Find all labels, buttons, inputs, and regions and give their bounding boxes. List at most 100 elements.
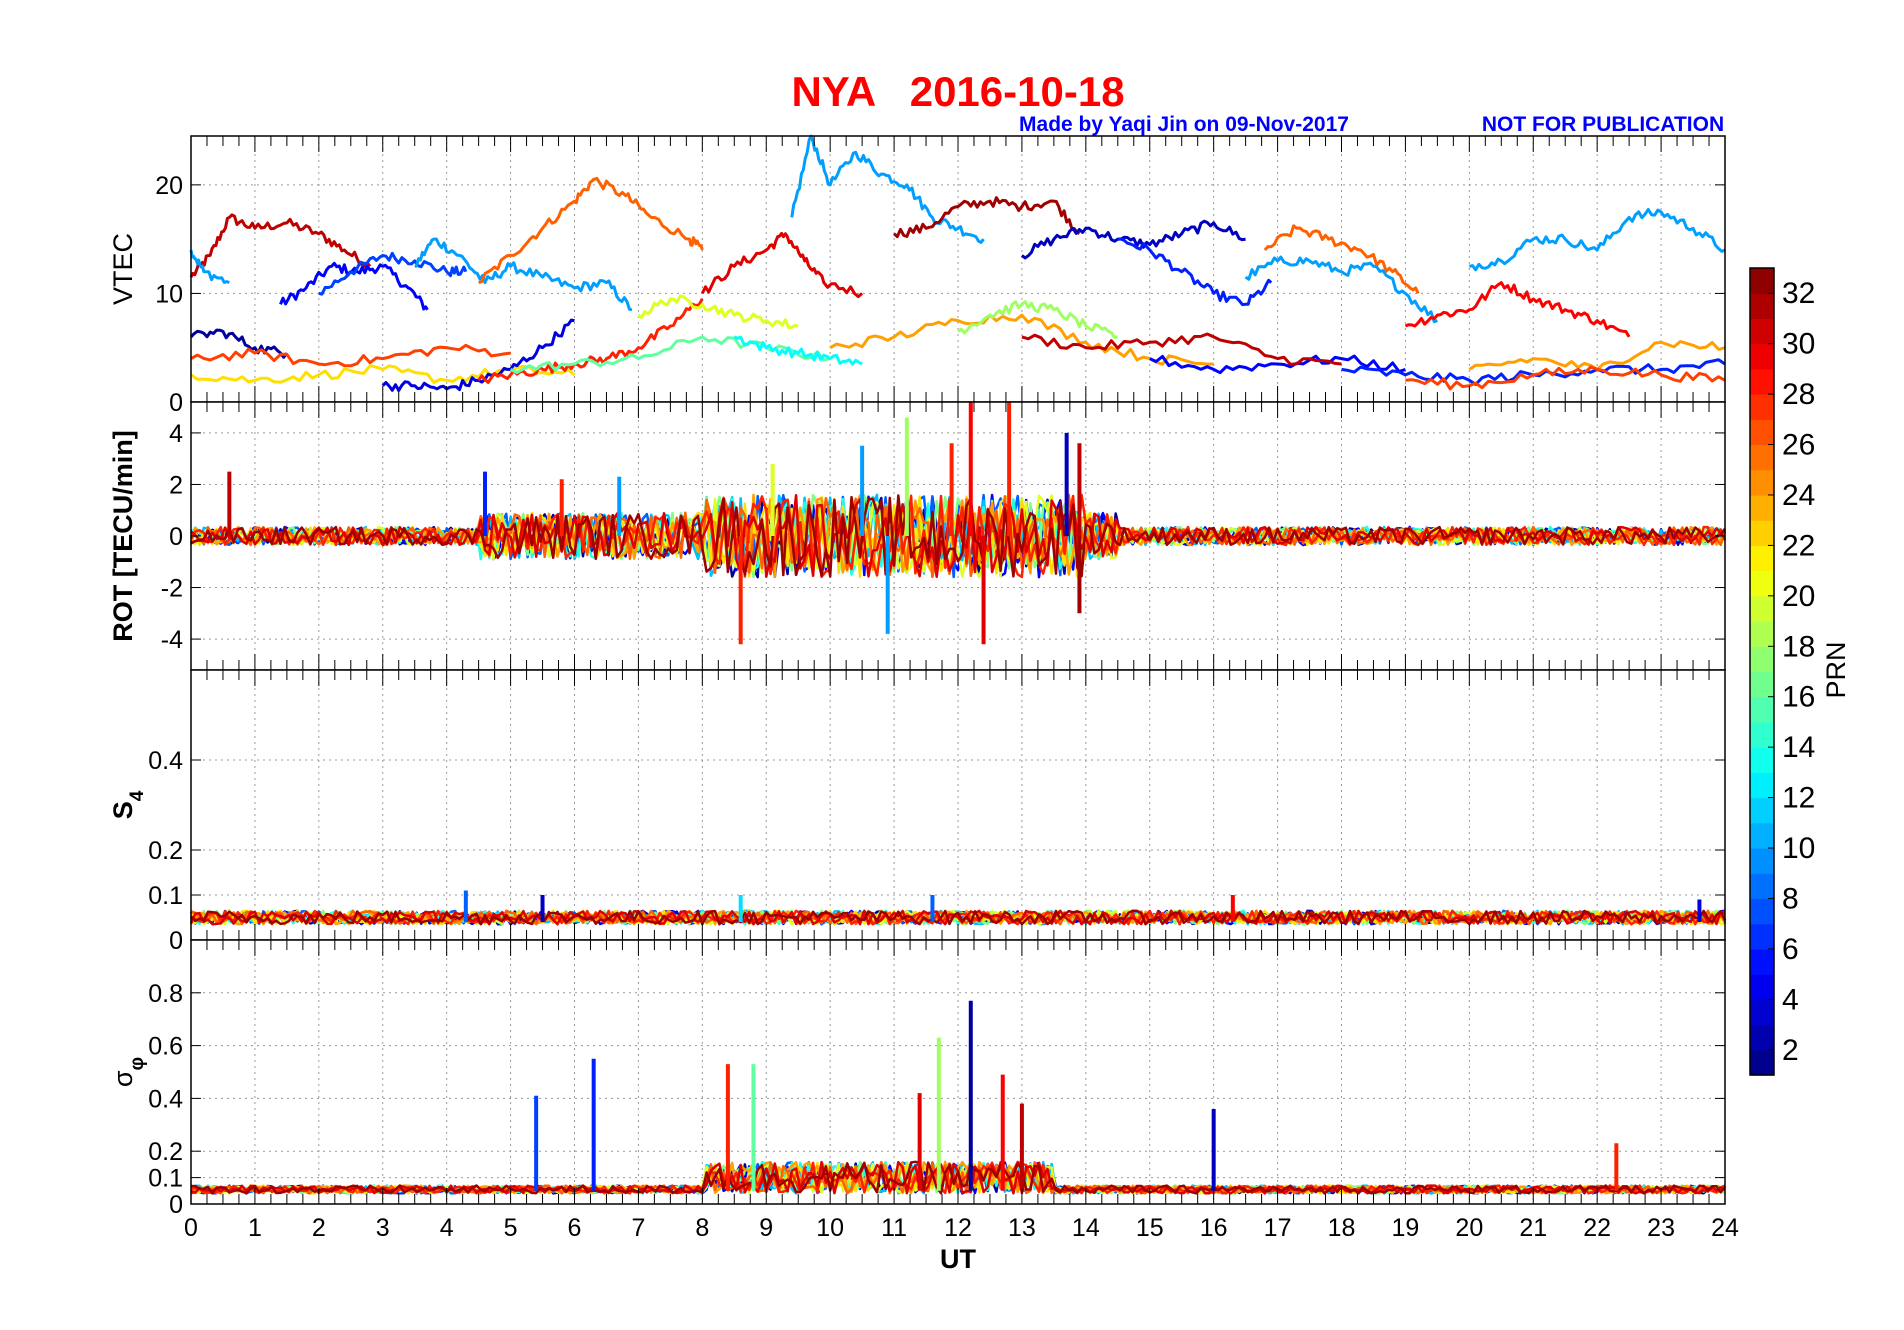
chart-notice: NOT FOR PUBLICATION xyxy=(1482,113,1724,136)
s4-ytick-label: 0.4 xyxy=(148,747,183,775)
x-tick-label: 19 xyxy=(1392,1214,1420,1242)
sigma_phi-ytick-label: 0.8 xyxy=(148,980,183,1008)
colorbar-segment xyxy=(1750,822,1774,849)
rot-trace-prn-32 xyxy=(190,494,1727,578)
x-tick-label: 0 xyxy=(184,1214,198,1242)
colorbar-tick-label: 22 xyxy=(1782,529,1815,562)
x-tick-label: 11 xyxy=(881,1214,907,1242)
x-tick-label: 16 xyxy=(1200,1214,1228,1242)
vtec-series-prn-27 xyxy=(1405,365,1726,391)
colorbar-segment xyxy=(1750,898,1774,925)
vtec-series-prn-3 xyxy=(1020,219,1246,260)
x-tick-label: 3 xyxy=(376,1214,390,1242)
colorbar-label: PRN xyxy=(1821,641,1851,698)
colorbar-tick-label: 28 xyxy=(1782,378,1815,411)
colorbar-tick-label: 8 xyxy=(1782,882,1799,915)
x-tick-label: 22 xyxy=(1583,1214,1611,1242)
x-tick-label: 13 xyxy=(1008,1214,1036,1242)
colorbar-segment xyxy=(1750,671,1774,698)
rot-ylabel: ROT [TECU/min] xyxy=(108,430,138,641)
colorbar-segment xyxy=(1750,974,1774,1000)
vtec-ytick-label: 10 xyxy=(155,280,183,308)
colorbar-segment xyxy=(1750,545,1774,572)
chart-credit: Made by Yaqi Jin on 09-Nov-2017 xyxy=(1019,113,1349,136)
colorbar-segment xyxy=(1750,520,1774,547)
vtec-series-prn-30 xyxy=(700,231,864,299)
s4-ylabel: S4 xyxy=(108,790,148,819)
vtec-series-prn-31 xyxy=(189,213,372,278)
vtec-series-prn-5 xyxy=(279,261,429,311)
x-tick-label: 10 xyxy=(816,1214,844,1242)
colorbar-segment xyxy=(1750,570,1774,597)
x-tick-label: 4 xyxy=(440,1214,454,1242)
s4-ytick-label: 0 xyxy=(169,927,183,955)
chart-title: NYA 2016-10-18 xyxy=(791,68,1124,115)
x-tick-label: 6 xyxy=(568,1214,582,1242)
x-tick-label: 5 xyxy=(504,1214,518,1242)
vtec-series-prn-32 xyxy=(893,196,1081,239)
x-tick-label: 7 xyxy=(631,1214,645,1242)
colorbar-segment xyxy=(1750,595,1774,622)
vtec-series-prn-20 xyxy=(637,294,799,329)
vtec-ytick-label: 20 xyxy=(155,172,183,200)
colorbar-tick-label: 10 xyxy=(1782,832,1815,865)
x-tick-label: 9 xyxy=(759,1214,773,1242)
colorbar-tick-label: 24 xyxy=(1782,479,1815,512)
x-tick-label: 2 xyxy=(312,1214,326,1242)
colorbar-tick-label: 18 xyxy=(1782,630,1815,663)
sigma_phi-ytick-label: 0.6 xyxy=(148,1033,183,1061)
sigma_phi-ytick-label: 0.1 xyxy=(148,1165,183,1193)
sigma_phi-ytick-label: 0 xyxy=(169,1191,183,1219)
vtec-series-prn-27 xyxy=(190,343,511,368)
colorbar-segment xyxy=(1750,848,1774,874)
rot-ytick-label: 4 xyxy=(169,420,183,448)
colorbar-tick-label: 20 xyxy=(1782,580,1815,613)
colorbar-segment xyxy=(1750,268,1774,294)
vtec-series-prn-6 xyxy=(1117,237,1273,307)
colorbar-tick-label: 14 xyxy=(1782,731,1815,764)
colorbar-segment xyxy=(1750,747,1774,773)
x-tick-label: 23 xyxy=(1647,1214,1675,1242)
colorbar-segment xyxy=(1750,797,1774,824)
x-tick-label: 15 xyxy=(1136,1214,1164,1242)
rot-ytick-label: -4 xyxy=(161,626,183,654)
colorbar-segment xyxy=(1750,721,1774,748)
x-axis-label: UT xyxy=(940,1244,976,1274)
colorbar-segment xyxy=(1750,419,1774,446)
panel-s4: 0 0.1 0.2 0.4S4 xyxy=(108,669,1727,955)
colorbar-segment xyxy=(1750,696,1774,723)
x-tick-label: 1 xyxy=(248,1214,262,1242)
vtec-series-prn-7 xyxy=(318,251,468,296)
vtec-series-prn-29 xyxy=(1404,281,1631,338)
x-tick-label: 18 xyxy=(1328,1214,1356,1242)
rot-ytick-label: 0 xyxy=(169,523,183,551)
x-tick-label: 24 xyxy=(1711,1214,1739,1242)
colorbar-tick-label: 30 xyxy=(1782,328,1815,361)
vtec-series-prn-13 xyxy=(733,335,863,366)
vtec-series-prn-31 xyxy=(1021,332,1342,366)
colorbar-segment xyxy=(1750,772,1774,799)
colorbar-segment xyxy=(1750,444,1774,471)
x-tick-label: 21 xyxy=(1519,1214,1547,1242)
x-tick-label: 14 xyxy=(1072,1214,1100,1242)
vtec-series-prn-26 xyxy=(1263,224,1420,295)
colorbar-tick-label: 32 xyxy=(1782,277,1815,310)
colorbar-frame xyxy=(1749,267,1775,1076)
vtec-series-prn-10 xyxy=(790,134,985,244)
panel-rot: -4 -2 0 2 4 ROT [TECU/min] xyxy=(108,401,1727,671)
colorbar-segment xyxy=(1750,494,1774,521)
colorbar-segment xyxy=(1750,318,1774,345)
x-tick-label: 12 xyxy=(944,1214,972,1242)
vtec-data xyxy=(189,134,1726,392)
colorbar-segment xyxy=(1750,873,1774,900)
vtec-series-prn-10 xyxy=(414,237,633,312)
colorbar-tick-label: 4 xyxy=(1782,983,1799,1016)
vtec-series-prn-10 xyxy=(1244,255,1438,324)
vtec-series-prn-10 xyxy=(189,249,230,284)
rot-data xyxy=(189,402,1727,645)
colorbar-segment xyxy=(1750,368,1774,395)
colorbar-segment xyxy=(1750,1049,1774,1076)
